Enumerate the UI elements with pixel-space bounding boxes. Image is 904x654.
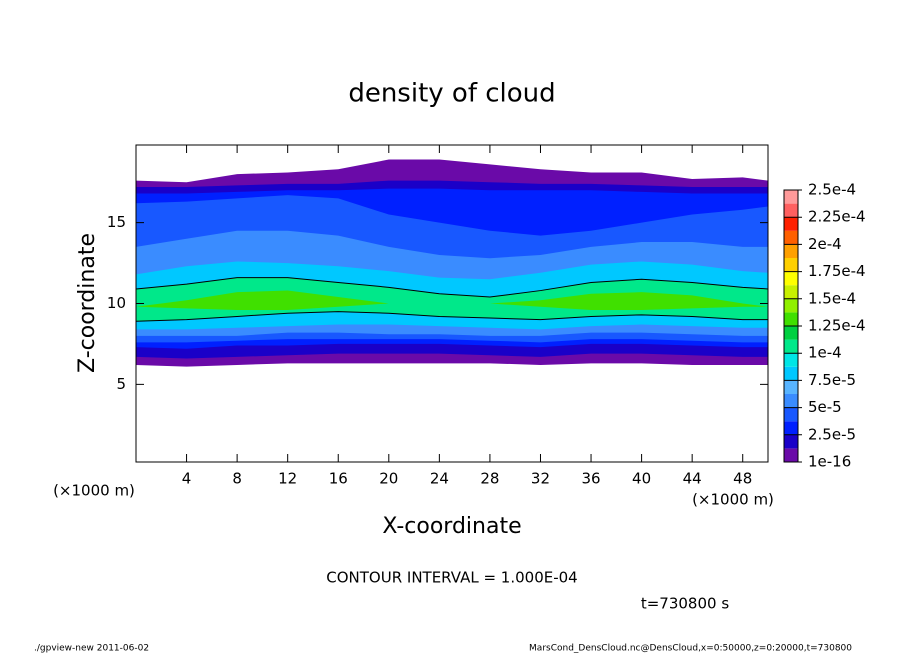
x-tick-label: 40: [632, 470, 651, 488]
x-tick-label: 36: [581, 470, 600, 488]
colorbar-label: 1e-4: [808, 344, 842, 362]
colorbar-label: 5e-5: [808, 398, 842, 416]
field: [136, 159, 768, 367]
colorbar-swatch: [784, 230, 798, 245]
colorbar-swatch: [784, 380, 798, 394]
colorbar-swatch: [784, 434, 798, 449]
colorbar-label: 1e-16: [808, 453, 851, 471]
colorbar-label: 1.5e-4: [808, 289, 856, 307]
colorbar-label: 7.5e-5: [808, 371, 856, 389]
colorbar-label: 1.75e-4: [808, 262, 866, 280]
colorbar-swatch: [784, 271, 798, 286]
colorbar-swatch: [784, 326, 798, 340]
y-tick-label: 5: [116, 375, 126, 393]
x-tick-label: 48: [733, 470, 752, 488]
colorbar-label: 2.25e-4: [808, 208, 866, 226]
contour-band: [136, 290, 768, 310]
colorbar-swatch: [784, 448, 798, 462]
colorbar-swatch: [784, 244, 798, 258]
colorbar-swatch: [784, 217, 798, 231]
colorbar-label: 2.5e-5: [808, 425, 856, 443]
time-note: t=730800 s: [641, 595, 729, 613]
footer-right: MarsCond_DensCloud.nc@DensCloud,x=0:5000…: [529, 644, 852, 654]
x-axis-label: X-coordinate: [382, 514, 521, 539]
y-tick-label: 15: [107, 213, 126, 231]
colorbar-swatch: [784, 421, 798, 435]
colorbar-swatch: [784, 407, 798, 422]
colorbar-swatch: [784, 298, 798, 313]
y-tick-label: 10: [107, 294, 126, 312]
colorbar-swatch: [784, 190, 798, 204]
contour-band: [136, 277, 768, 322]
colorbar-swatch: [784, 339, 798, 354]
colorbar-swatch: [784, 312, 798, 326]
x-tick-label: 32: [531, 470, 550, 488]
colorbar-swatch: [784, 203, 798, 218]
x-tick-label: 20: [379, 470, 398, 488]
contour-note: CONTOUR INTERVAL = 1.000E-04: [326, 569, 577, 587]
y-unit: (×1000 m): [53, 482, 135, 500]
x-tick-label: 28: [480, 470, 499, 488]
footer-left: ./gpview-new 2011-06-02: [34, 644, 149, 654]
colorbar-label: 1.25e-4: [808, 317, 866, 335]
colorbar-label: 2.5e-4: [808, 181, 856, 199]
x-tick-label: 8: [232, 470, 242, 488]
y-axis-label: Z-coordinate: [75, 233, 100, 373]
x-tick-label: 24: [430, 470, 449, 488]
colorbar-label: 2e-4: [808, 235, 842, 253]
colorbar-swatch: [784, 353, 798, 367]
x-tick-label: 44: [683, 470, 702, 488]
colorbar-swatch: [784, 258, 798, 272]
chart-title: density of cloud: [348, 79, 555, 109]
x-tick-label: 12: [278, 470, 297, 488]
x-tick-label: 16: [329, 470, 348, 488]
colorbar-swatch: [784, 366, 798, 381]
x-tick-label: 4: [182, 470, 192, 488]
x-unit: (×1000 m): [692, 491, 774, 509]
colorbar-swatch: [784, 394, 798, 408]
colorbar-swatch: [784, 285, 798, 299]
